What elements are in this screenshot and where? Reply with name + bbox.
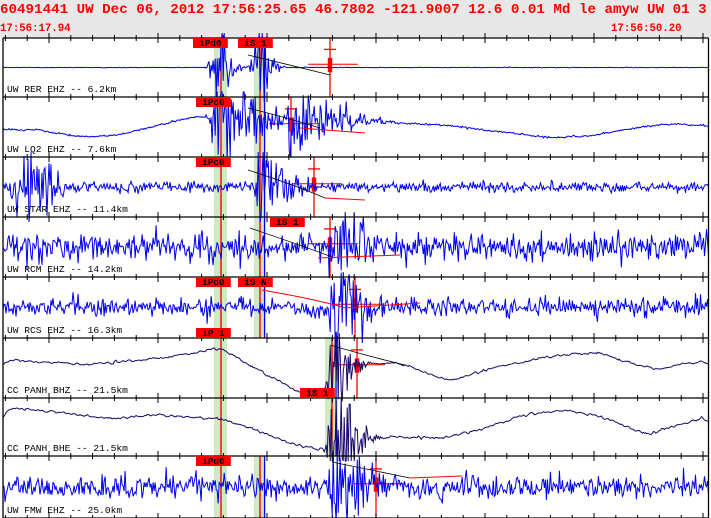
svg-text:iS 1: iS 1 — [276, 217, 299, 228]
svg-text:iPd0: iPd0 — [202, 456, 225, 467]
svg-text:UW RCS EHZ -- 16.3km: UW RCS EHZ -- 16.3km — [7, 325, 122, 336]
svg-text:iPc0: iPc0 — [202, 97, 225, 108]
svg-text:iS 1: iS 1 — [306, 388, 329, 399]
svg-text:CC PANH BHZ -- 21.5km: CC PANH BHZ -- 21.5km — [7, 385, 128, 396]
svg-text:60491441 UW Dec 06, 2012 17:56: 60491441 UW Dec 06, 2012 17:56:25.65 46.… — [0, 2, 707, 18]
svg-text:UW LQ2 EHZ -- 7.6km: UW LQ2 EHZ -- 7.6km — [7, 144, 117, 155]
svg-text:UW RCM EHZ -- 14.2km: UW RCM EHZ -- 14.2km — [7, 264, 122, 275]
svg-text:UW RER EHZ -- 6.2km: UW RER EHZ -- 6.2km — [7, 84, 117, 95]
svg-text:iP 1: iP 1 — [202, 328, 225, 339]
svg-text:iPd0: iPd0 — [202, 277, 225, 288]
svg-text:17:56:17.94: 17:56:17.94 — [0, 23, 71, 35]
svg-text:UW FMW EHZ -- 25.0km: UW FMW EHZ -- 25.0km — [7, 505, 122, 516]
svg-text:iS N: iS N — [244, 277, 266, 288]
svg-text:iPc0: iPc0 — [202, 157, 225, 168]
svg-text:iPd0: iPd0 — [199, 38, 222, 49]
svg-text:UW STAR EHZ -- 11.4km: UW STAR EHZ -- 11.4km — [7, 204, 128, 215]
svg-text:CC PANH BHE -- 21.5km: CC PANH BHE -- 21.5km — [7, 443, 128, 454]
svg-text:17:56:50.20: 17:56:50.20 — [611, 23, 682, 35]
svg-text:iS 1: iS 1 — [244, 38, 267, 49]
